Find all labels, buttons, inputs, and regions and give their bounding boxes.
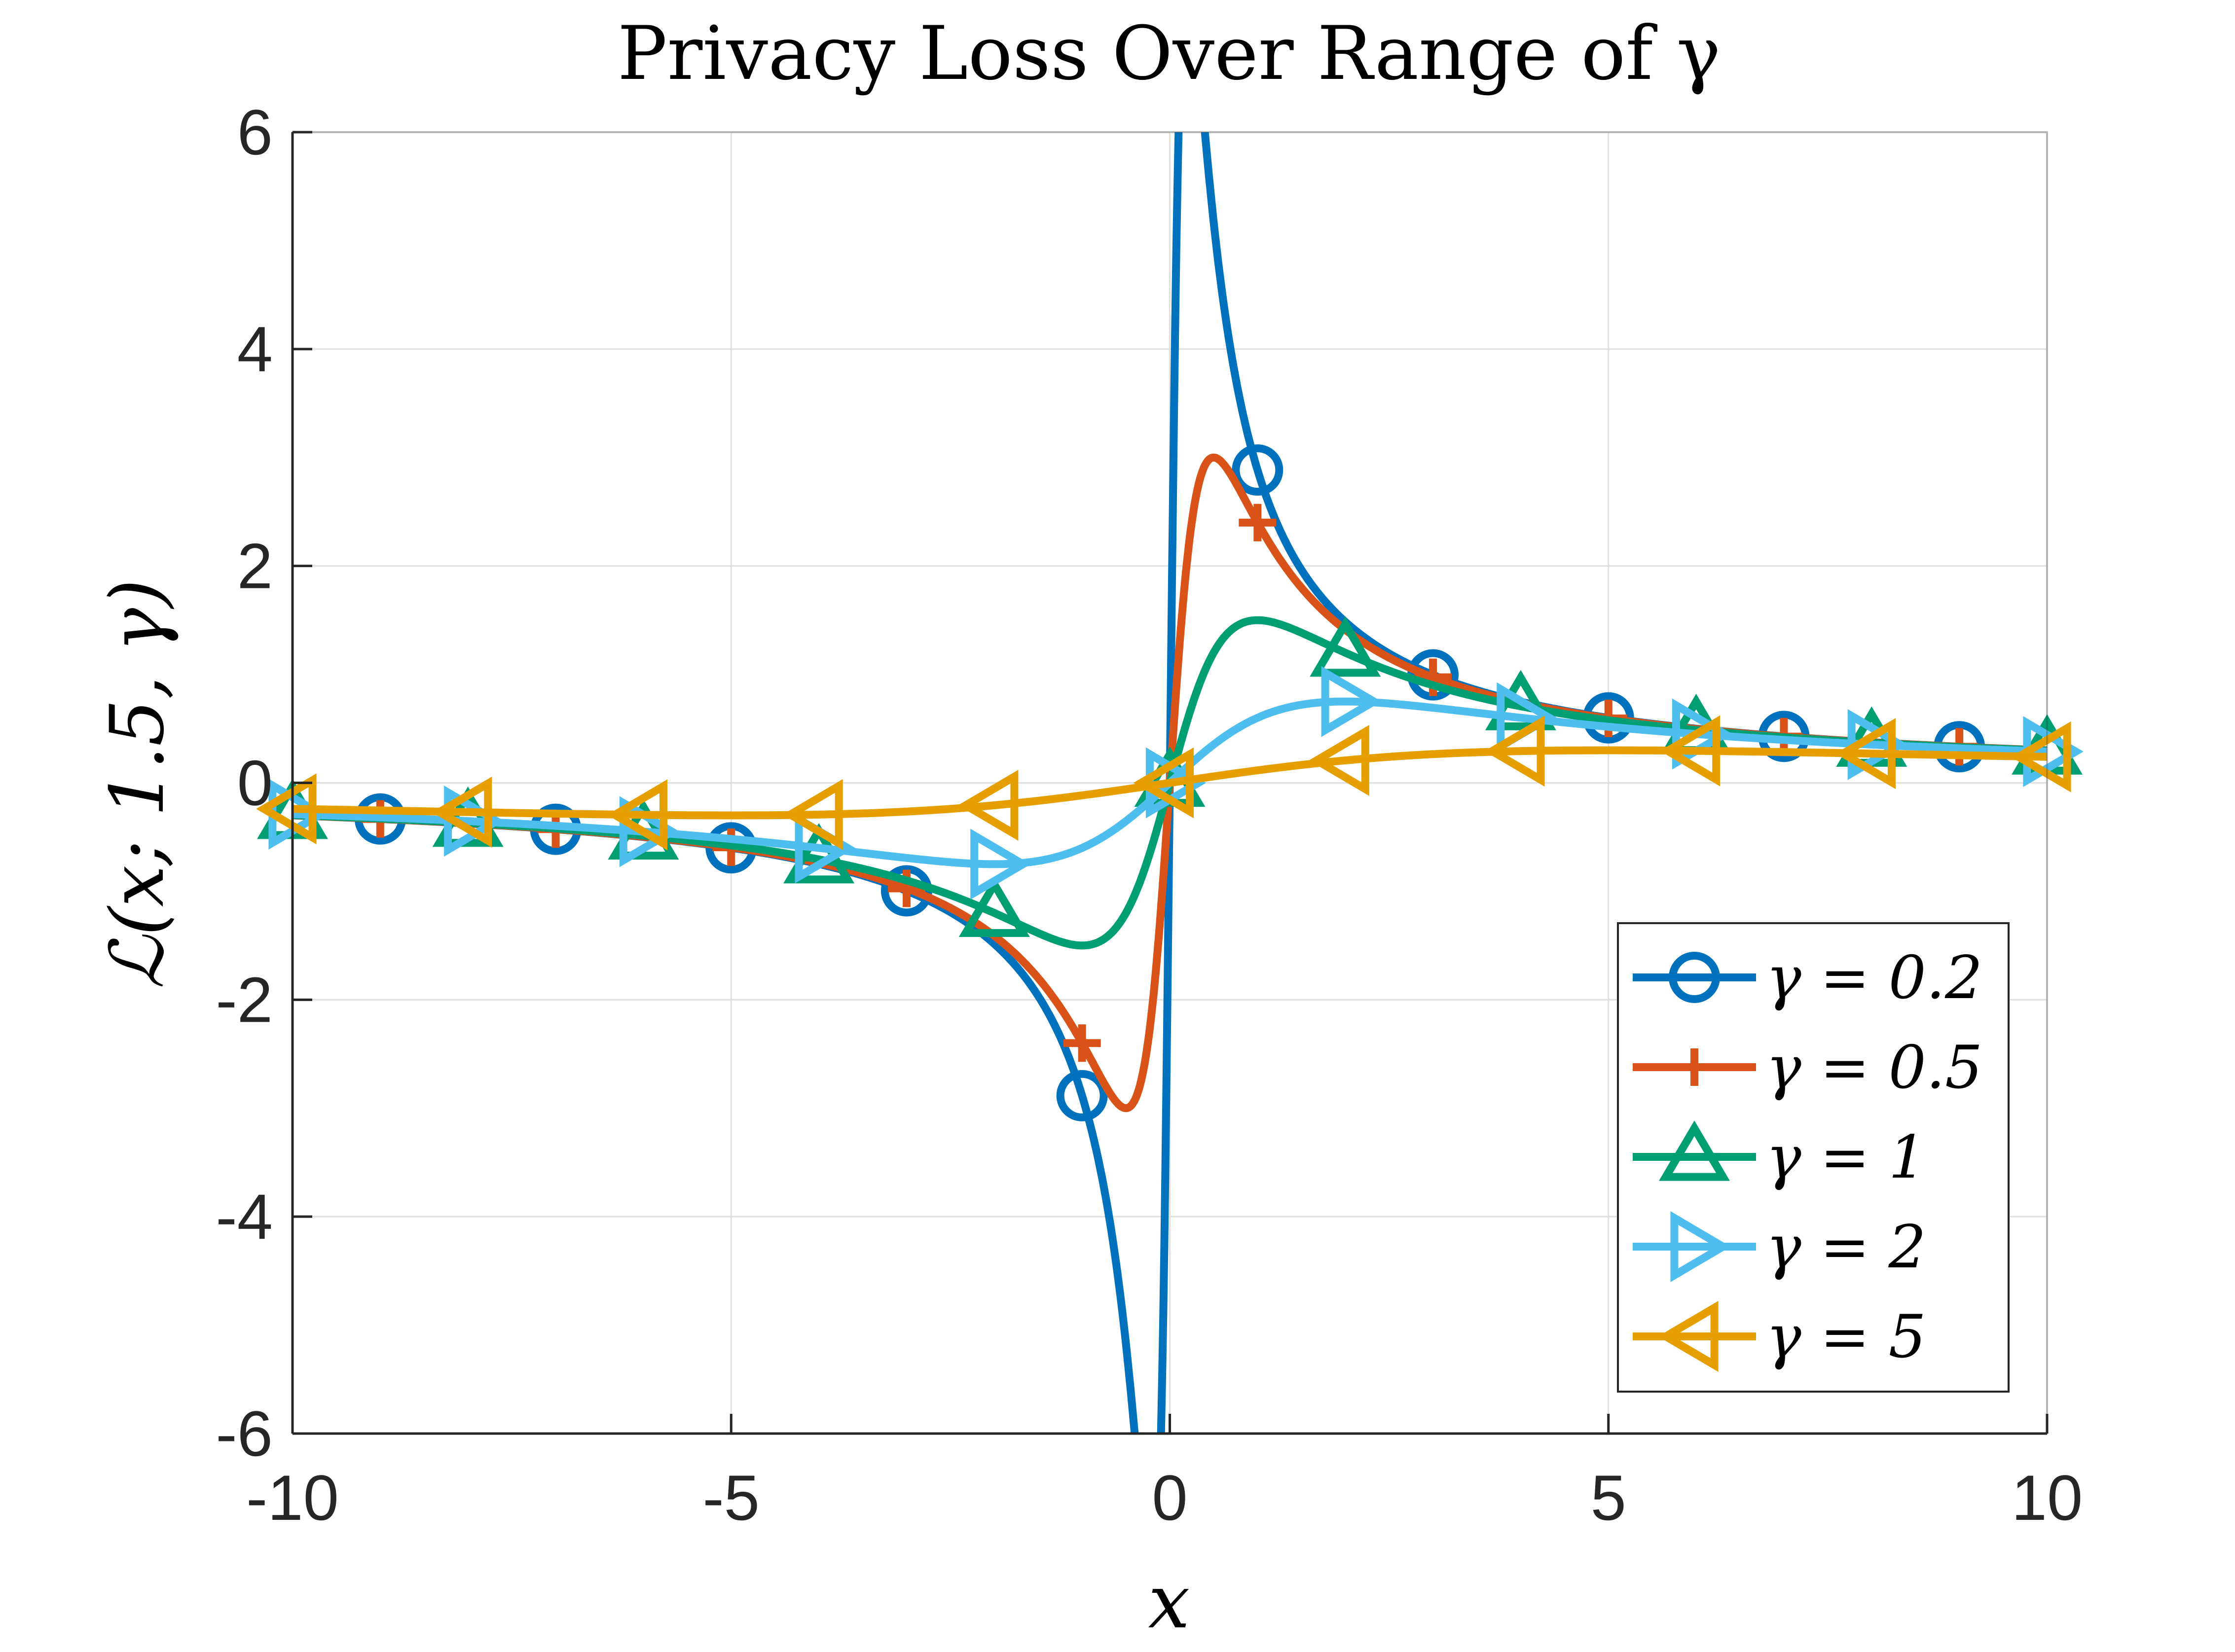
marker-plus: [1676, 1048, 1713, 1086]
marker-triangle-right: [970, 828, 1031, 900]
series-4: [293, 746, 2047, 820]
legend-item-4: γ = 5: [1633, 1301, 1926, 1372]
series-layer: [256, 132, 2084, 1434]
marker-triangle-left: [431, 776, 492, 848]
legend-item-2: γ = 1: [1633, 1120, 1926, 1192]
chart-title: Privacy Loss Over Range of γ: [618, 11, 1721, 97]
legend-label: γ = 1: [1766, 1123, 1926, 1192]
marker-triangle-left: [782, 779, 843, 850]
marker-triangle-up: [1485, 670, 1556, 730]
legend-item-1: γ = 0.5: [1633, 1034, 1982, 1102]
legend-item-3: γ = 2: [1633, 1211, 1926, 1282]
legend-box: [1617, 922, 2010, 1393]
marker-triangle-left: [2011, 721, 2071, 792]
marker-triangle-right: [1670, 1211, 1731, 1282]
marker-triangle-up: [1310, 616, 1381, 677]
legend-label: γ = 0.2: [1766, 944, 1982, 1012]
y-tick-label: -2: [216, 964, 273, 1036]
marker-triangle-right: [1321, 666, 1382, 737]
axes: [291, 131, 2049, 1435]
y-tick-label: -6: [216, 1398, 273, 1470]
legend-item-0: γ = 0.2: [1633, 944, 1982, 1012]
tick-labels: -10 -5 0 5 10 -6 -4 -2 0 2 4 6: [216, 96, 2083, 1534]
marker-triangle-left: [1659, 715, 1721, 787]
marker-plus: [1239, 503, 1277, 541]
marker-triangle-left: [256, 773, 317, 845]
x-axis-label: x: [1148, 1559, 1190, 1645]
legend-label: γ = 2: [1766, 1213, 1926, 1282]
marker-plus: [1063, 1024, 1101, 1062]
x-tick-label: -10: [246, 1462, 339, 1534]
y-tick-label: 4: [237, 313, 273, 385]
series-line-4: [293, 746, 2047, 820]
y-tick-label: 0: [237, 747, 273, 819]
x-tick-label: 0: [1152, 1462, 1187, 1534]
marker-triangle-left: [1309, 725, 1369, 796]
x-tick-label: 5: [1591, 1462, 1626, 1534]
legend: γ = 0.2 γ = 0.5 γ = 1 γ = 2 γ = 5: [1617, 922, 2010, 1393]
marker-triangle-up: [958, 876, 1030, 937]
x-tick-label: -5: [702, 1462, 760, 1534]
marker-triangle-left: [1658, 1301, 1719, 1372]
marker-circle: [1056, 1070, 1108, 1121]
marker-triangle-left: [607, 779, 667, 851]
marker-triangle-left: [958, 770, 1019, 841]
marker-triangle-left: [1835, 718, 1896, 790]
marker-triangle-up: [1659, 1120, 1730, 1181]
legend-label: γ = 0.5: [1766, 1034, 1982, 1102]
x-tick-label: 10: [2012, 1462, 2083, 1534]
y-tick-label: -4: [216, 1181, 273, 1253]
legend-label: γ = 5: [1766, 1303, 1926, 1371]
marker-triangle-left: [1484, 716, 1545, 787]
y-tick-label: 6: [237, 96, 273, 168]
marker-circle: [1232, 444, 1283, 496]
y-tick-label: 2: [237, 530, 273, 602]
y-axis-label: ℒ(x; 1.5, γ): [95, 579, 181, 989]
marker-triangle-left: [1133, 747, 1194, 819]
series-markers-4: [256, 715, 2071, 851]
marker-circle: [1669, 952, 1720, 1003]
